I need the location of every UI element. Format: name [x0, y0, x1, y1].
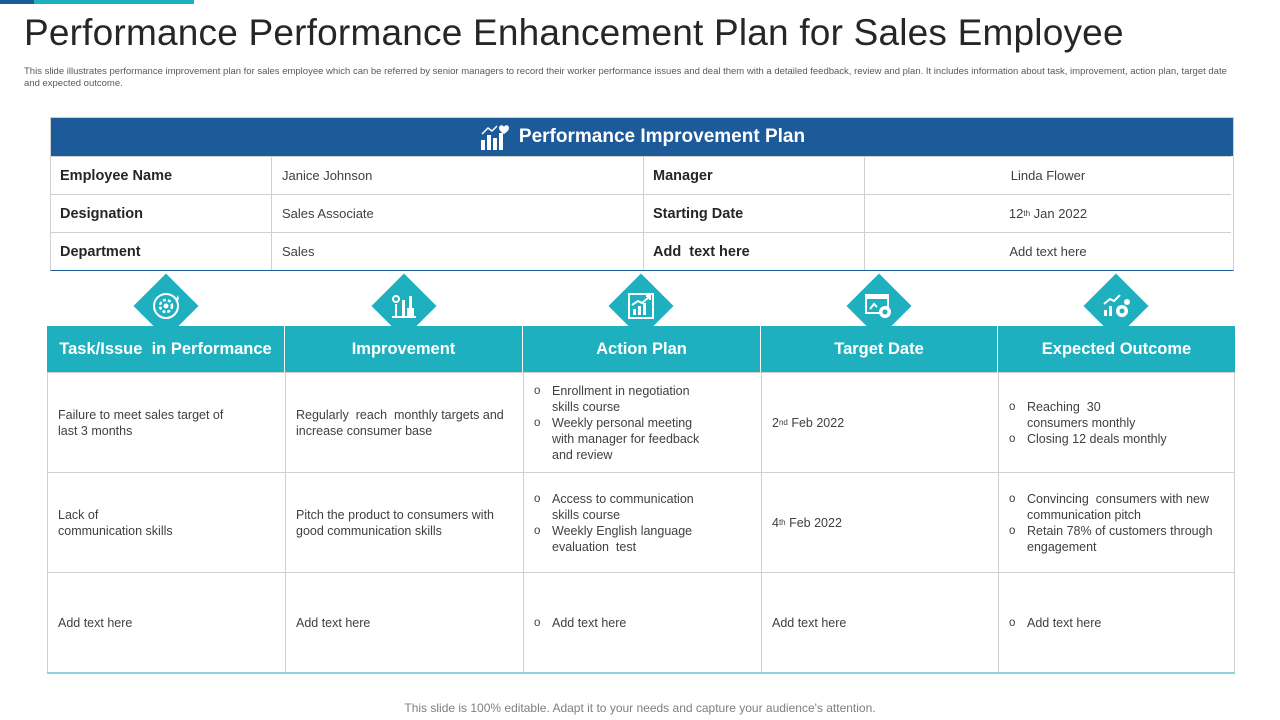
accent-bar-navy	[0, 0, 34, 4]
date-month-year: Feb 2022	[787, 415, 845, 430]
list-item: Enrollment in negotiation skills course	[534, 383, 709, 415]
task-text: Failure to meet sales target of	[58, 407, 224, 422]
date-suffix: nd	[778, 417, 788, 427]
list-item: Closing 12 deals monthly	[1009, 431, 1167, 447]
date-cell: Add text here	[761, 573, 998, 672]
header-expected-outcome: Expected Outcome	[1041, 339, 1192, 358]
slide-subtitle: This slide illustrates performance impro…	[24, 66, 1227, 89]
header-action-plan: Action Plan	[523, 326, 761, 372]
improvement-cell: Regularly reach monthly targets and incr…	[285, 373, 523, 472]
bar-chart-heart-icon	[480, 125, 509, 150]
list-item: Access to communication skills course	[534, 491, 699, 523]
diamond-target-date	[844, 271, 914, 341]
plan-table: Task/Issue in Performance Improvement Ac…	[47, 326, 1235, 674]
gear-refresh-icon	[153, 293, 179, 319]
plan-table-header: Task/Issue in Performance Improvement Ac…	[47, 326, 1235, 372]
outcome-cell: Convincing consumers with new communicat…	[998, 473, 1235, 572]
label-designation: Designation	[51, 194, 272, 232]
label-add-text: Add text here	[644, 232, 865, 270]
starting-date-suffix: th	[1023, 209, 1031, 218]
label-department: Department	[51, 232, 272, 270]
accent-bar-teal	[34, 0, 194, 4]
settings-window-icon	[865, 294, 891, 318]
outcome-cell: Reaching 30 consumers monthly Closing 12…	[998, 373, 1235, 472]
date-text: Add text here	[772, 615, 847, 630]
improvement-cell: Pitch the product to consumers with good…	[285, 473, 523, 572]
date-month-year: Feb 2022	[785, 515, 842, 530]
value-designation: Sales Associate	[272, 194, 644, 232]
growth-chart-icon	[628, 293, 654, 319]
tools-icon	[392, 295, 416, 318]
starting-date-day: 12	[1008, 206, 1024, 221]
improvement-cell: Add text here	[285, 573, 523, 672]
table-row: Failure to meet sales target of last 3 m…	[47, 372, 1235, 472]
diamond-task	[131, 271, 201, 341]
improvement-text: Regularly reach monthly targets and	[296, 407, 504, 422]
diamond-expected-outcome	[1081, 271, 1151, 341]
value-add-text: Add text here	[865, 232, 1231, 270]
table-row: Lack of communication skills Pitch the p…	[47, 472, 1235, 572]
task-text: communication skills	[58, 523, 173, 538]
date-day: 4	[772, 515, 779, 530]
value-manager: Linda Flower	[865, 156, 1231, 194]
value-department: Sales	[272, 232, 644, 270]
list-item: Weekly personal meeting with manager for…	[534, 415, 709, 463]
header-improvement: Improvement	[285, 326, 523, 372]
task-text: Lack of	[58, 507, 99, 522]
value-employee-name: Janice Johnson	[272, 156, 644, 194]
improvement-text: good communication skills	[296, 523, 442, 538]
improvement-text: increase consumer base	[296, 423, 433, 438]
list-item: Reaching 30 consumers monthly	[1009, 399, 1149, 431]
date-suffix: th	[778, 517, 786, 527]
task-cell: Failure to meet sales target of last 3 m…	[47, 373, 285, 472]
employee-info-table: Performance Improvement Plan Employee Na…	[50, 117, 1234, 271]
header-target-date: Target Date	[761, 326, 998, 372]
list-item: Convincing consumers with new communicat…	[1009, 491, 1221, 523]
improvement-text: Pitch the product to consumers with	[296, 507, 495, 522]
pip-header-title: Performance Improvement Plan	[518, 126, 806, 147]
chart-gears-icon	[1103, 294, 1130, 317]
outcome-cell: Add text here	[998, 573, 1235, 672]
date-day: 2	[772, 415, 779, 430]
header-task: Task/Issue in Performance	[47, 326, 285, 372]
task-text: Add text here	[58, 615, 133, 630]
list-item: Add text here	[534, 615, 626, 631]
list-item: Weekly English language evaluation test	[534, 523, 699, 555]
improvement-text: Add text here	[296, 615, 371, 630]
task-cell: Add text here	[47, 573, 285, 672]
slide-footer: This slide is 100% editable. Adapt it to…	[404, 701, 876, 715]
action-cell: Access to communication skills course We…	[523, 473, 761, 572]
diamond-improvement	[369, 271, 439, 341]
pip-grid: Employee Name Janice Johnson Manager Lin…	[51, 156, 1233, 270]
label-employee-name: Employee Name	[51, 156, 272, 194]
pip-header: Performance Improvement Plan	[51, 118, 1233, 156]
task-text: last 3 months	[58, 423, 133, 438]
starting-date-month-year: Jan 2022	[1030, 206, 1088, 221]
list-item: Add text here	[1009, 615, 1101, 631]
action-cell: Enrollment in negotiation skills course …	[523, 373, 761, 472]
list-item: Retain 78% of customers through engageme…	[1009, 523, 1221, 555]
task-cell: Lack of communication skills	[47, 473, 285, 572]
label-starting-date: Starting Date	[644, 194, 865, 232]
action-cell: Add text here	[523, 573, 761, 672]
label-manager: Manager	[644, 156, 865, 194]
table-row: Add text here Add text here Add text her…	[47, 572, 1235, 672]
diamond-action-plan	[606, 271, 676, 341]
slide-title: Performance Performance Enhancement Plan…	[24, 12, 1124, 53]
